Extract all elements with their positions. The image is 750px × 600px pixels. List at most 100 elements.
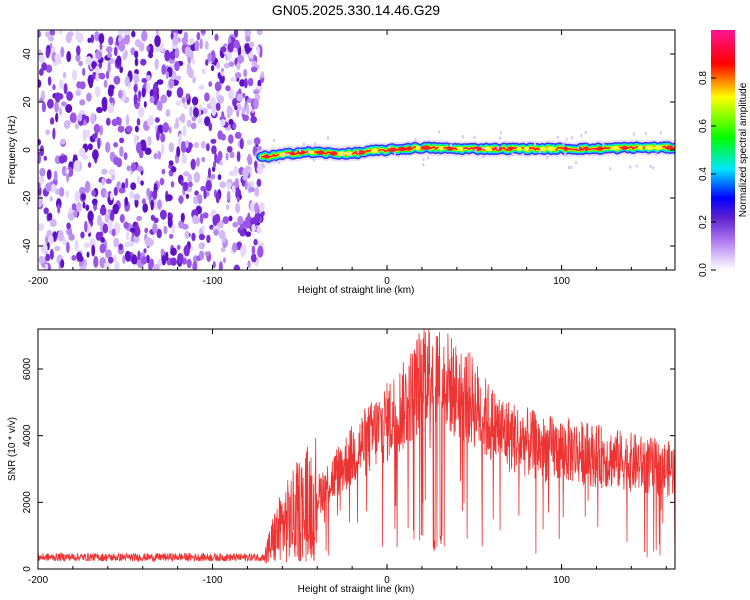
noise-speckle [75, 90, 81, 97]
signal-speck [546, 156, 549, 160]
noise-speckle [208, 122, 213, 132]
noise-speckle [140, 180, 144, 186]
noise-speckle [38, 176, 45, 184]
noise-speckle [61, 154, 68, 163]
noise-speckle [124, 32, 130, 45]
y-tick-label: 0 [22, 147, 33, 153]
noise-speckle [58, 30, 63, 35]
noise-speckle [41, 62, 48, 71]
noise-speckle [54, 245, 61, 252]
signal-speck [511, 152, 514, 156]
noise-speckle [193, 171, 201, 183]
signal-peak [584, 146, 589, 151]
noise-speckle [223, 62, 230, 69]
noise-speckle [104, 261, 111, 269]
noise-speckle [82, 201, 86, 209]
noise-speckle [133, 225, 141, 238]
noise-speckle [38, 255, 45, 264]
noise-speckle [160, 94, 168, 104]
noise-speckle [153, 263, 160, 270]
signal-peak [296, 150, 306, 155]
signal-speck [564, 152, 567, 156]
noise-speckle [174, 61, 180, 72]
noise-speckle [226, 106, 233, 117]
x-tick-label: 100 [553, 575, 570, 586]
signal-speck [632, 132, 635, 136]
noise-speckle [170, 257, 178, 266]
noise-speckle [226, 146, 233, 153]
noise-speckle [257, 245, 264, 258]
noise-speckle [161, 168, 166, 175]
noise-speckle [105, 249, 112, 259]
noise-speckle [190, 50, 194, 60]
noise-speckle [196, 157, 200, 168]
noise-speckle [210, 138, 217, 144]
signal-peak [290, 151, 295, 156]
noise-speckle [176, 87, 184, 98]
noise-speckle [216, 62, 221, 70]
noise-speckle [71, 69, 78, 81]
noise-speckle [116, 117, 122, 126]
noise-speckle [38, 182, 41, 190]
noise-speckle [107, 208, 112, 215]
signal-speck [313, 158, 315, 162]
signal-peak [406, 146, 413, 151]
signal-speck [278, 161, 281, 165]
noise-speckle [144, 236, 152, 247]
noise-speckle [256, 30, 263, 36]
noise-speckle [200, 140, 206, 149]
noise-speckle [107, 61, 111, 74]
noise-speckle [116, 55, 122, 67]
noise-speckle [220, 219, 224, 229]
noise-speckle [249, 41, 255, 48]
noise-speckle [41, 101, 47, 113]
noise-speckle [236, 103, 242, 112]
noise-speckle [146, 74, 151, 81]
noise-speckle [248, 187, 255, 193]
noise-speckle [249, 156, 253, 165]
noise-speckle [204, 116, 211, 127]
noise-speckle [254, 202, 259, 215]
noise-speckle [135, 221, 139, 231]
noise-speckle [256, 226, 262, 234]
noise-speckle [201, 68, 206, 75]
noise-speckle [149, 95, 155, 104]
noise-speckle [156, 100, 163, 111]
signal-peak [516, 146, 522, 151]
noise-speckle [107, 219, 113, 230]
noise-speckle [86, 92, 92, 102]
noise-speckle [175, 117, 179, 128]
noise-speckle [218, 261, 223, 270]
noise-speckle [106, 46, 113, 54]
noise-speckle [176, 244, 181, 250]
noise-speckle [138, 90, 142, 99]
noise-speckle [210, 50, 216, 63]
noise-speckle [183, 31, 188, 41]
noise-speckle [220, 119, 226, 127]
noise-speckle [45, 129, 50, 135]
noise-speckle [148, 259, 153, 270]
noise-speckle [205, 59, 209, 66]
noise-speckle [171, 223, 175, 234]
noise-speckle [180, 141, 187, 153]
signal-speck [556, 135, 559, 139]
noise-speckle [223, 257, 226, 264]
noise-speckle [218, 229, 226, 240]
noise-speckle [154, 44, 161, 53]
noise-speckle [58, 106, 63, 116]
signal-speck [422, 158, 425, 162]
noise-speckle [160, 132, 166, 143]
noise-speckle [96, 106, 103, 114]
noise-speckle [60, 46, 65, 58]
noise-speckle [166, 89, 172, 98]
noise-speckle [125, 178, 129, 189]
signal-peak [329, 151, 338, 156]
noise-speckle [113, 75, 121, 85]
noise-speckle [51, 183, 57, 193]
noise-speckle [114, 47, 118, 57]
noise-speckle [145, 82, 151, 93]
noise-speckle [165, 251, 169, 261]
noise-speckle [125, 125, 133, 133]
noise-speckle [233, 264, 241, 270]
noise-speckle [183, 171, 190, 177]
